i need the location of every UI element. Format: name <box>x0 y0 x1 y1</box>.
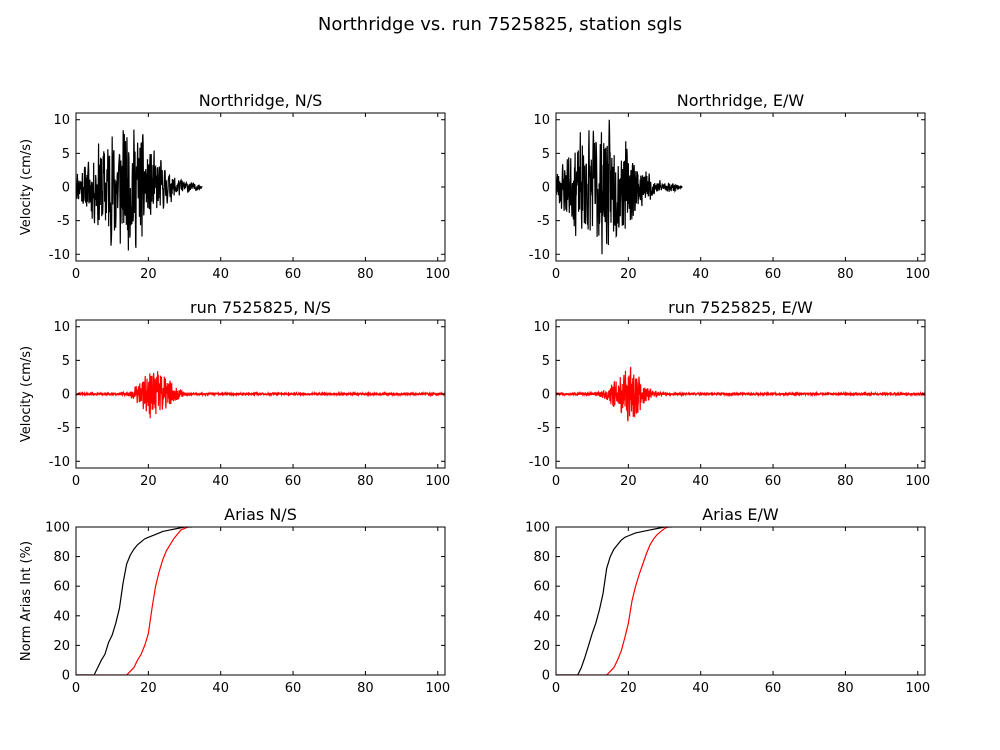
ns-record-ylabel: Velocity (cm/s) <box>19 139 34 235</box>
ns-record-ytick-label: -10 <box>49 248 70 263</box>
ew-record-ytick-label: 10 <box>533 113 550 128</box>
ew-run-title: run 7525825, E/W <box>668 298 813 317</box>
ew-record-xtick-label: 40 <box>692 267 709 282</box>
ns-record-xtick-label: 20 <box>140 267 157 282</box>
arias-ew-xtick-label: 0 <box>552 681 560 696</box>
arias-ew-series-0-line <box>556 527 672 675</box>
arias-ns-ytick-label: 60 <box>53 580 70 595</box>
ew-run-panel: 0 20 40 60 80 100 10 5 0 -5 -10 run 7525825, E/W <box>529 298 930 489</box>
ns-record-xtick-label: 80 <box>357 267 374 282</box>
ns-run-xtick-label: 40 <box>212 474 229 489</box>
ns-record-title: Northridge, N/S <box>199 91 323 110</box>
ew-run-ytick-label: -5 <box>537 421 550 436</box>
ew-record-xtick-label: 60 <box>765 267 782 282</box>
ns-run-ytick-label: -10 <box>49 455 70 470</box>
ew-run-ytick-label: 10 <box>533 320 550 335</box>
arias-ew-title: Arias E/W <box>702 505 779 524</box>
figure-title: Northridge vs. run 7525825, station sgls <box>318 14 682 35</box>
ns-run-ytick-label: 10 <box>53 320 70 335</box>
arias-ns-xtick-label: 60 <box>285 681 302 696</box>
arias-ew-ytick-label: 40 <box>533 609 550 624</box>
ew-record-ytick-label: -5 <box>537 214 550 229</box>
ns-record-series-0-line <box>76 129 203 251</box>
ns-run-xtick-label: 100 <box>425 474 450 489</box>
ew-run-ytick-label: 0 <box>542 388 550 403</box>
ew-record-ytick-label: -10 <box>529 248 550 263</box>
arias-ew-xtick-label: 40 <box>692 681 709 696</box>
ns-run-xtick-label: 20 <box>140 474 157 489</box>
arias-ns-ylabel: Norm Arias Int (%) <box>19 541 34 661</box>
arias-ew-ytick-label: 60 <box>533 580 550 595</box>
ns-record-axes-frame <box>75 112 446 262</box>
ns-run-ytick-label: 5 <box>62 354 70 369</box>
ew-record-series-0-line <box>556 119 683 255</box>
ns-record-ytick-label: 0 <box>62 181 70 196</box>
arias-ns-ytick-label: 0 <box>62 669 70 684</box>
ew-run-xtick-label: 40 <box>692 474 709 489</box>
ns-run-xtick-label: 60 <box>285 474 302 489</box>
ns-record-ytick-label: 10 <box>53 113 70 128</box>
ns-record-ytick-label: 5 <box>62 147 70 162</box>
arias-ns-ytick-label: 80 <box>53 550 70 565</box>
arias-ns-title: Arias N/S <box>224 505 297 524</box>
arias-ew-xtick-label: 100 <box>905 681 930 696</box>
ns-run-series-0-line <box>76 371 445 419</box>
ew-record-xtick-label: 80 <box>837 267 854 282</box>
arias-ns-xtick-label: 100 <box>425 681 450 696</box>
ew-run-ytick-label: 5 <box>542 354 550 369</box>
ew-run-xtick-label: 0 <box>552 474 560 489</box>
ew-run-series-0-line <box>556 366 925 422</box>
ns-record-xtick-label: 0 <box>72 267 80 282</box>
arias-ew-axes-frame <box>555 526 926 676</box>
ns-record-xtick-label: 60 <box>285 267 302 282</box>
ew-run-xtick-label: 20 <box>620 474 637 489</box>
arias-ns-axes-frame <box>75 526 446 676</box>
ew-record-xtick-label: 0 <box>552 267 560 282</box>
arias-ew-panel: 0 20 40 60 80 100 100 80 60 40 20 0 Arias E/W <box>525 505 930 696</box>
ew-record-panel: 0 20 40 60 80 100 10 5 0 -5 -10 Northridge, E/W <box>529 91 930 282</box>
arias-ew-ytick-label: 100 <box>525 521 550 536</box>
ns-run-xtick-label: 80 <box>357 474 374 489</box>
arias-ew-ytick-label: 0 <box>542 669 550 684</box>
ns-record-xtick-label: 100 <box>425 267 450 282</box>
ns-record-ytick-label: -5 <box>57 214 70 229</box>
ns-record-xtick-label: 40 <box>212 267 229 282</box>
ew-run-xtick-label: 80 <box>837 474 854 489</box>
arias-ns-ytick-label: 100 <box>45 521 70 536</box>
arias-ns-xtick-label: 80 <box>357 681 374 696</box>
ew-record-ytick-label: 0 <box>542 181 550 196</box>
ns-run-ylabel: Velocity (cm/s) <box>19 346 34 442</box>
ew-record-xtick-label: 100 <box>905 267 930 282</box>
ns-run-title: run 7525825, N/S <box>190 298 331 317</box>
ns-run-xtick-label: 0 <box>72 474 80 489</box>
arias-ew-ytick-label: 80 <box>533 550 550 565</box>
arias-ns-ytick-label: 40 <box>53 609 70 624</box>
arias-ns-xtick-label: 20 <box>140 681 157 696</box>
ns-record-panel: 0 20 40 60 80 100 10 5 0 -5 -10 Northridge, N/S Velo… <box>19 91 450 282</box>
ew-run-xtick-label: 60 <box>765 474 782 489</box>
arias-ns-xtick-label: 40 <box>212 681 229 696</box>
ns-run-panel: 0 20 40 60 80 100 10 5 0 -5 -10 run 7525825, N/S Vel… <box>19 298 450 489</box>
arias-ns-series-0-line <box>76 527 192 675</box>
ns-run-ytick-label: 0 <box>62 388 70 403</box>
arias-ew-ytick-label: 20 <box>533 639 550 654</box>
ew-record-xtick-label: 20 <box>620 267 637 282</box>
arias-ns-series-1-line <box>76 527 189 675</box>
arias-ew-xtick-label: 20 <box>620 681 637 696</box>
arias-ns-xtick-label: 0 <box>72 681 80 696</box>
ew-run-xtick-label: 100 <box>905 474 930 489</box>
arias-ns-panel: 0 20 40 60 80 100 100 80 60 40 20 0 Arias N/S Norm Ar… <box>19 505 450 696</box>
arias-ew-series-1-line <box>556 527 669 675</box>
arias-ew-xtick-label: 60 <box>765 681 782 696</box>
ew-run-ytick-label: -10 <box>529 455 550 470</box>
ns-run-ytick-label: -5 <box>57 421 70 436</box>
arias-ew-xtick-label: 80 <box>837 681 854 696</box>
ew-record-ytick-label: 5 <box>542 147 550 162</box>
ew-record-title: Northridge, E/W <box>677 91 805 110</box>
arias-ns-ytick-label: 20 <box>53 639 70 654</box>
